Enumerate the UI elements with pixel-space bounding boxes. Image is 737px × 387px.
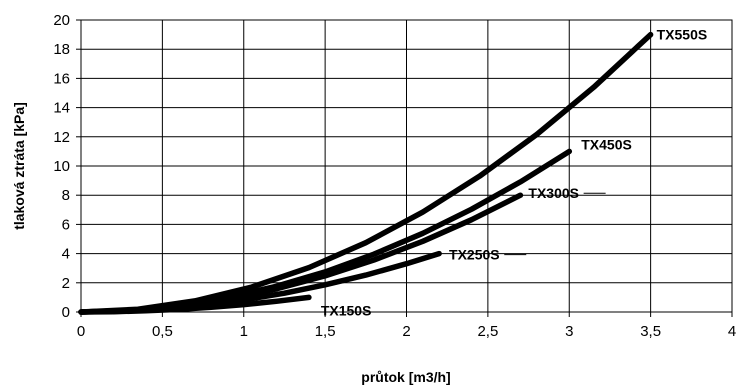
y-tick-label: 0 xyxy=(62,304,70,321)
y-tick-label: 10 xyxy=(53,158,70,175)
x-tick-label: 2,5 xyxy=(477,323,498,340)
y-tick-label: 16 xyxy=(53,70,70,87)
y-tick-label: 18 xyxy=(53,41,70,58)
series-label-tx150s: TX150S xyxy=(321,302,372,318)
series-label-tx250s: TX250S xyxy=(449,247,500,263)
series-label-tx450s: TX450S xyxy=(581,136,632,152)
x-tick-label: 3,5 xyxy=(640,323,661,340)
x-tick-label: 1,5 xyxy=(315,323,336,340)
y-axis-title: tlaková ztráta [kPa] xyxy=(11,102,27,230)
y-tick-label: 2 xyxy=(62,275,70,292)
series-lines xyxy=(78,31,654,315)
y-tick-label: 4 xyxy=(62,246,70,263)
x-axis-title: průtok [m3/h] xyxy=(361,369,450,385)
series-label-tx550s: TX550S xyxy=(657,27,708,43)
series-labels: TX150S TX250S TX300S TX450S TX550S xyxy=(321,27,707,319)
series-line-tx550s xyxy=(78,31,654,315)
x-tick-label: 0 xyxy=(77,323,85,340)
x-tick-label: 3 xyxy=(565,323,573,340)
x-tick-label: 2 xyxy=(402,323,410,340)
y-tick-label: 14 xyxy=(53,100,70,117)
y-tick-label: 8 xyxy=(62,187,70,204)
x-tick-label: 4 xyxy=(728,323,736,340)
y-tick-labels: 0 2 4 6 8 10 12 14 16 18 20 xyxy=(53,12,70,321)
y-tick-label: 6 xyxy=(62,216,70,233)
x-tick-label: 0,5 xyxy=(152,323,173,340)
series-label-tx300s: TX300S xyxy=(528,185,579,201)
x-tick-labels: 0 0,5 1 1,5 2 2,5 3 3,5 4 xyxy=(77,323,736,340)
y-tick-label: 12 xyxy=(53,129,70,146)
x-tick-label: 1 xyxy=(240,323,248,340)
y-tick-label: 20 xyxy=(53,12,70,29)
